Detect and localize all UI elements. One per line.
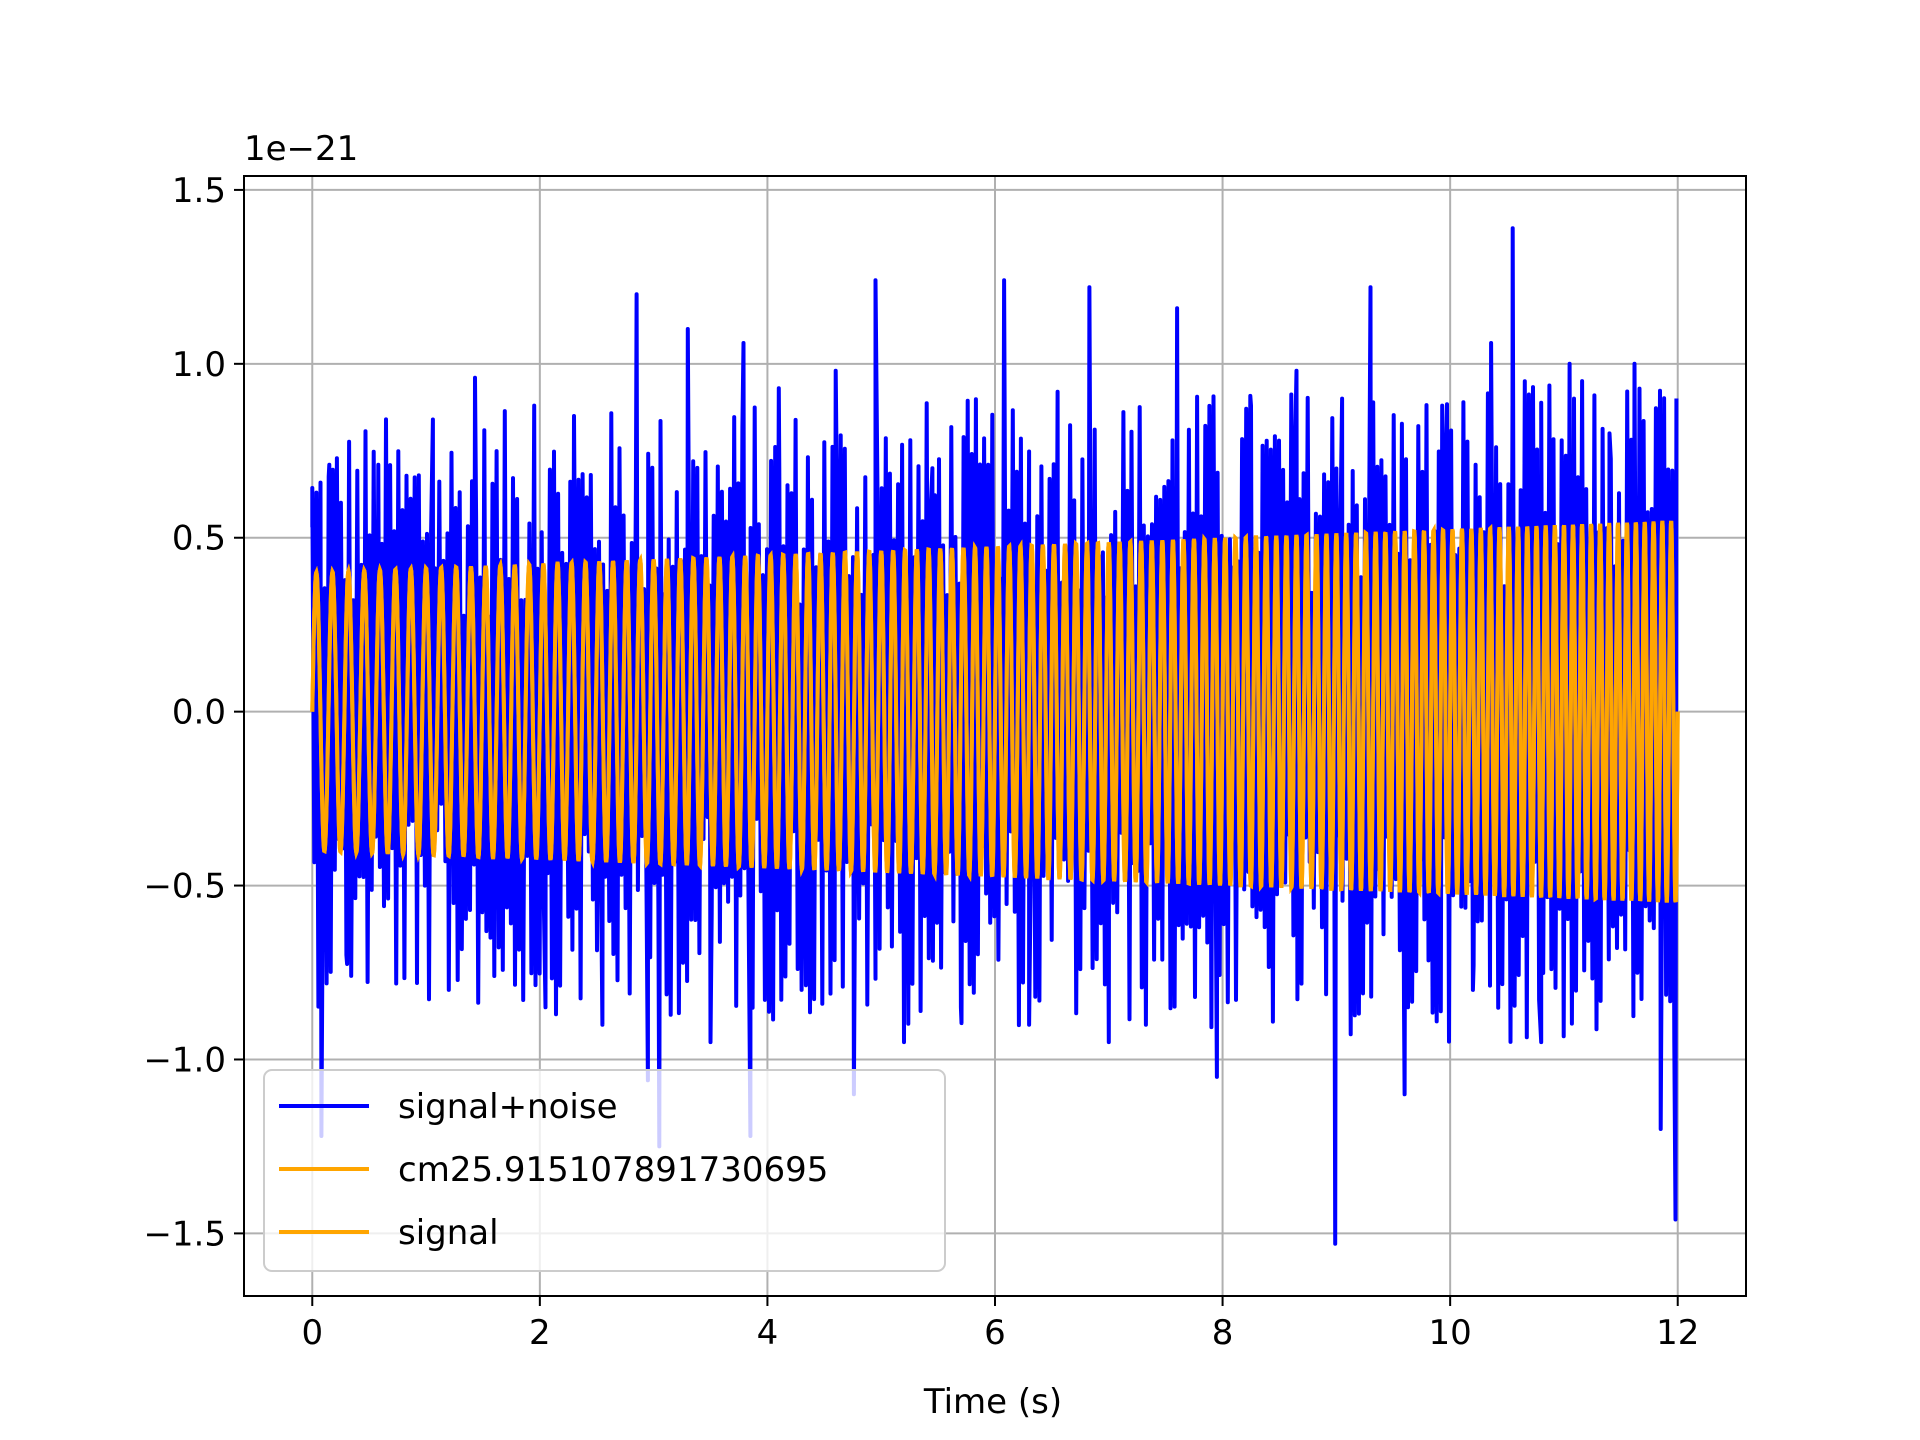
y-tick-label: −1.5 [143, 1214, 226, 1254]
x-tick-label: 0 [301, 1313, 323, 1353]
y-tick-label: 0.5 [172, 519, 226, 559]
y-tick-label: −0.5 [143, 867, 226, 907]
legend-box [263, 1069, 946, 1272]
x-tick-label: 12 [1656, 1313, 1699, 1353]
x-axis-label: Time (s) [923, 1382, 1062, 1422]
x-tick-label: 6 [984, 1313, 1006, 1353]
y-offset-label: 1e−21 [244, 129, 358, 169]
y-tick-label: −1.0 [143, 1040, 226, 1080]
y-tick-label: 1.5 [172, 171, 226, 211]
x-tick-label: 10 [1429, 1313, 1472, 1353]
series-line-signal [310, 520, 1680, 903]
ticks: 0 2 4 6 8 10 12 −1.5 −1.0 −0.5 0.0 0.5 1.0 1.5 [143, 171, 1699, 1353]
legend-label-cm: cm25.915107891730695 [398, 1150, 828, 1190]
x-tick-label: 8 [1212, 1313, 1234, 1353]
legend: signal+noise cm25.915107891730695 signal [263, 1069, 946, 1272]
plot-area [310, 226, 1680, 1246]
x-tick-label: 4 [757, 1313, 779, 1353]
legend-label-signal-noise: signal+noise [398, 1087, 618, 1127]
y-tick-label: 1.0 [172, 345, 226, 385]
legend-label-signal: signal [398, 1213, 499, 1253]
x-tick-label: 2 [529, 1313, 551, 1353]
y-tick-label: 0.0 [172, 693, 226, 733]
